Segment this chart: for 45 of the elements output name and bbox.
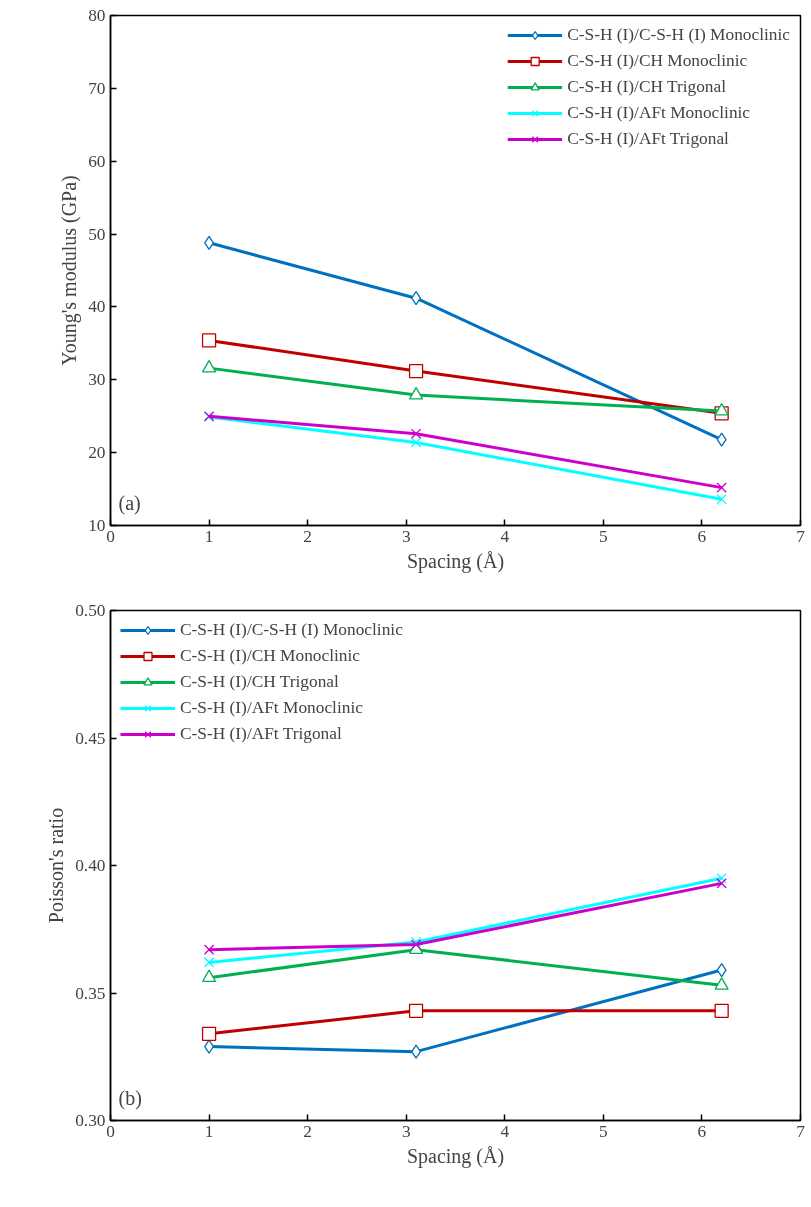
- y-tick-label: 0.50: [75, 601, 106, 620]
- x-tick-label: 5: [599, 526, 608, 546]
- y-axis-title: Poisson's ratio: [45, 807, 68, 924]
- x-axis-title: Spacing (Å): [406, 549, 505, 573]
- x-tick-label: 5: [599, 1121, 608, 1141]
- x-tick-label: 3: [401, 526, 411, 546]
- x-tick-label: 1: [204, 526, 214, 546]
- y-tick-label: 0.40: [75, 856, 106, 875]
- x-tick-label: 4: [500, 1121, 510, 1141]
- y-tick-label: 60: [88, 151, 106, 171]
- y-tick-label: 50: [88, 224, 106, 244]
- y-tick-label: 40: [88, 297, 106, 317]
- y-axis-title: Young's modulus (GPa): [58, 175, 82, 366]
- x-axis-title: Spacing (Å): [406, 1144, 505, 1168]
- x-tick-label: 1: [204, 1121, 214, 1141]
- x-tick-label: 6: [697, 526, 707, 546]
- legend-label: C-S-H (I)/C-S-H (I) Monoclinic: [180, 620, 403, 640]
- legend-label: C-S-H (I)/AFt Monoclinic: [180, 698, 363, 718]
- y-tick-label: 80: [88, 6, 106, 25]
- y-tick-label: 20: [88, 443, 106, 463]
- y-tick-label: 10: [88, 516, 106, 535]
- legend-label: C-S-H (I)/CH Monoclinic: [567, 51, 748, 71]
- legend-label: C-S-H (I)/CH Trigonal: [180, 672, 339, 692]
- legend-label: C-S-H (I)/CH Monoclinic: [180, 646, 360, 666]
- x-tick-label: 0: [106, 526, 115, 546]
- x-tick-label: 3: [401, 1121, 411, 1141]
- x-tick-label: 2: [303, 526, 312, 546]
- x-tick-label: 2: [303, 1121, 312, 1141]
- legend-label: C-S-H (I)/AFt Trigonal: [567, 129, 729, 149]
- x-tick-label: 6: [697, 1121, 707, 1141]
- x-tick-label: 4: [500, 526, 510, 546]
- annotation: (a): [118, 491, 141, 515]
- annotation: (b): [118, 1086, 142, 1110]
- legend-label: C-S-H (I)/AFt Monoclinic: [567, 103, 751, 123]
- y-tick-label: 0.30: [75, 1111, 106, 1130]
- y-tick-label: 70: [88, 78, 106, 98]
- legend-label: C-S-H (I)/CH Trigonal: [567, 77, 727, 97]
- y-tick-label: 0.35: [75, 983, 106, 1003]
- y-tick-label: 0.45: [75, 728, 106, 748]
- x-tick-label: 7: [796, 1121, 806, 1141]
- x-tick-label: 0: [106, 1121, 115, 1141]
- legend-label: C-S-H (I)/C-S-H (I) Monoclinic: [567, 25, 790, 45]
- y-tick-label: 30: [88, 370, 106, 390]
- legend-label: C-S-H (I)/AFt Trigonal: [180, 724, 342, 744]
- x-tick-label: 7: [796, 526, 806, 546]
